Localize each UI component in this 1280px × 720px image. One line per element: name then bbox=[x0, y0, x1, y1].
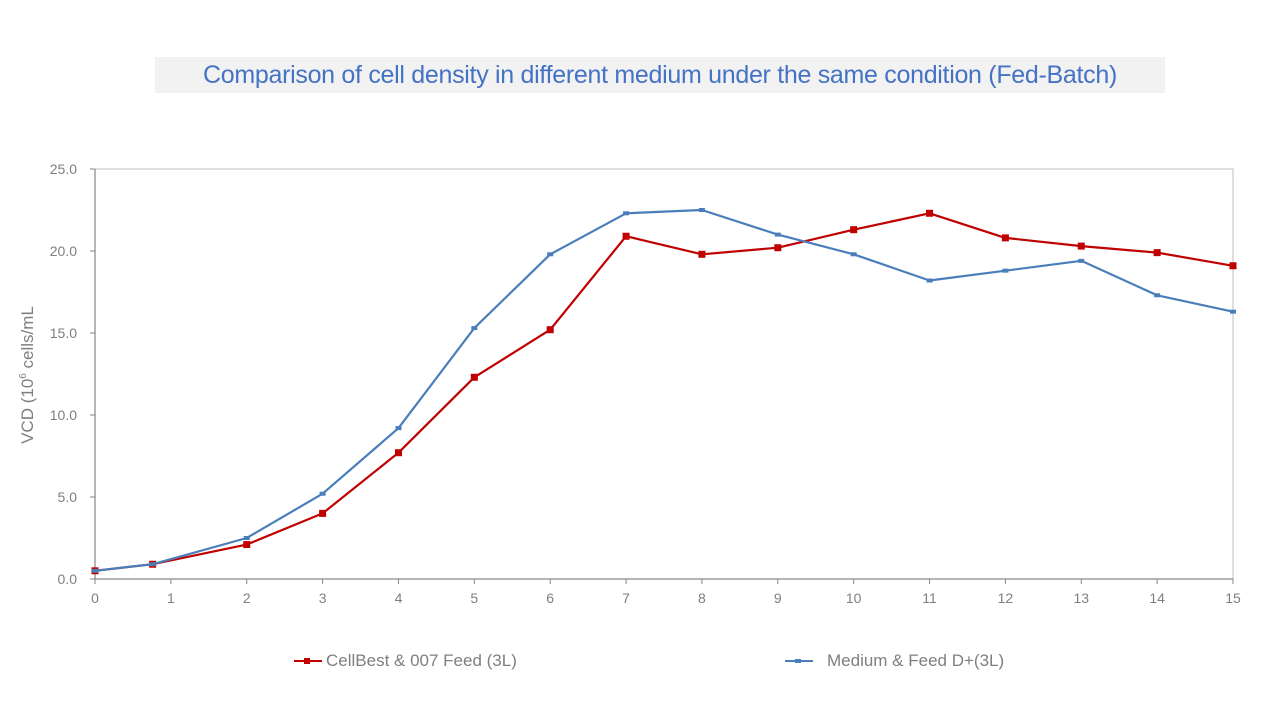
data-point bbox=[850, 226, 858, 234]
x-tick-label: 5 bbox=[470, 590, 478, 606]
legend-item-cellbest: CellBest & 007 Feed (3L) bbox=[294, 648, 517, 674]
y-axis-title-rest: cells/mL bbox=[18, 306, 37, 373]
y-tick-label: 0.0 bbox=[58, 571, 78, 587]
plot-area bbox=[94, 168, 1234, 580]
x-tick-label: 0 bbox=[91, 590, 99, 606]
x-tick-label: 10 bbox=[846, 590, 862, 606]
series-group bbox=[91, 208, 1237, 575]
x-tick-label: 6 bbox=[546, 590, 554, 606]
data-point bbox=[926, 209, 934, 217]
data-point bbox=[471, 326, 478, 331]
x-tick-label: 2 bbox=[243, 590, 251, 606]
chart-title: Comparison of cell density in different … bbox=[203, 60, 1117, 89]
x-tick-label: 8 bbox=[698, 590, 706, 606]
data-point bbox=[243, 536, 250, 540]
y-tick-label: 20.0 bbox=[50, 243, 77, 259]
x-tick-label: 14 bbox=[1149, 590, 1165, 606]
series-line bbox=[94, 208, 1234, 572]
data-point bbox=[850, 252, 857, 257]
data-point bbox=[1001, 234, 1009, 242]
data-point bbox=[395, 426, 402, 431]
x-tick-label: 9 bbox=[774, 590, 782, 606]
data-point bbox=[774, 232, 781, 237]
legend-label: Medium & Feed D+(3L) bbox=[827, 651, 1005, 670]
data-point bbox=[1230, 309, 1236, 314]
chart-title-box: Comparison of cell density in different … bbox=[155, 57, 1165, 93]
data-point bbox=[774, 244, 782, 252]
legend-label: CellBest & 007 Feed (3L) bbox=[326, 651, 517, 670]
data-point bbox=[1078, 258, 1085, 263]
data-point bbox=[243, 541, 251, 549]
y-axis-title-main: VCD (10 bbox=[18, 379, 37, 444]
x-tick-label: 11 bbox=[922, 590, 937, 606]
x-tick-label: 1 bbox=[167, 590, 175, 606]
axis-ticks: 0 1 2 3 4 5 6 7 8 9 10 11 12 13 14 150.05.010.015.020.0… bbox=[50, 161, 1241, 606]
data-point bbox=[149, 562, 156, 567]
data-point bbox=[546, 326, 554, 334]
data-point bbox=[622, 232, 630, 240]
y-axis-title-superscript: 6 bbox=[18, 373, 29, 379]
data-point bbox=[547, 252, 554, 257]
data-point bbox=[1002, 268, 1009, 273]
x-tick-label: 13 bbox=[1073, 590, 1089, 606]
data-point bbox=[1077, 242, 1085, 250]
y-tick-label: 5.0 bbox=[58, 489, 78, 505]
legend-swatch-blue-dash-icon bbox=[785, 655, 813, 667]
data-point bbox=[698, 208, 705, 212]
data-point bbox=[1229, 262, 1237, 270]
data-point bbox=[319, 509, 327, 517]
data-point bbox=[698, 250, 706, 258]
x-tick-label: 3 bbox=[319, 590, 327, 606]
y-tick-label: 10.0 bbox=[50, 407, 77, 423]
data-point bbox=[1154, 293, 1161, 298]
x-tick-label: 15 bbox=[1225, 590, 1241, 606]
data-point bbox=[623, 211, 630, 216]
y-tick-label: 15.0 bbox=[50, 325, 77, 341]
data-point bbox=[319, 491, 326, 496]
series-medium-feed-d-plus bbox=[92, 208, 1236, 573]
legend-swatch-red-square-icon bbox=[294, 655, 322, 667]
y-axis-title: VCD (106 cells/mL bbox=[18, 306, 37, 444]
data-point bbox=[926, 278, 933, 283]
series-line bbox=[94, 212, 1234, 572]
legend-item-medium-feed: Medium & Feed D+(3L) bbox=[785, 648, 1004, 674]
data-point bbox=[394, 449, 402, 457]
x-tick-label: 7 bbox=[622, 590, 630, 606]
x-tick-label: 4 bbox=[395, 590, 403, 606]
data-point bbox=[470, 373, 478, 381]
x-tick-label: 12 bbox=[998, 590, 1014, 606]
y-tick-label: 25.0 bbox=[50, 161, 77, 177]
data-point bbox=[1153, 249, 1161, 257]
series-cellbest-007-feed bbox=[91, 209, 1237, 575]
plot-border bbox=[94, 168, 1234, 580]
data-point bbox=[92, 568, 98, 573]
